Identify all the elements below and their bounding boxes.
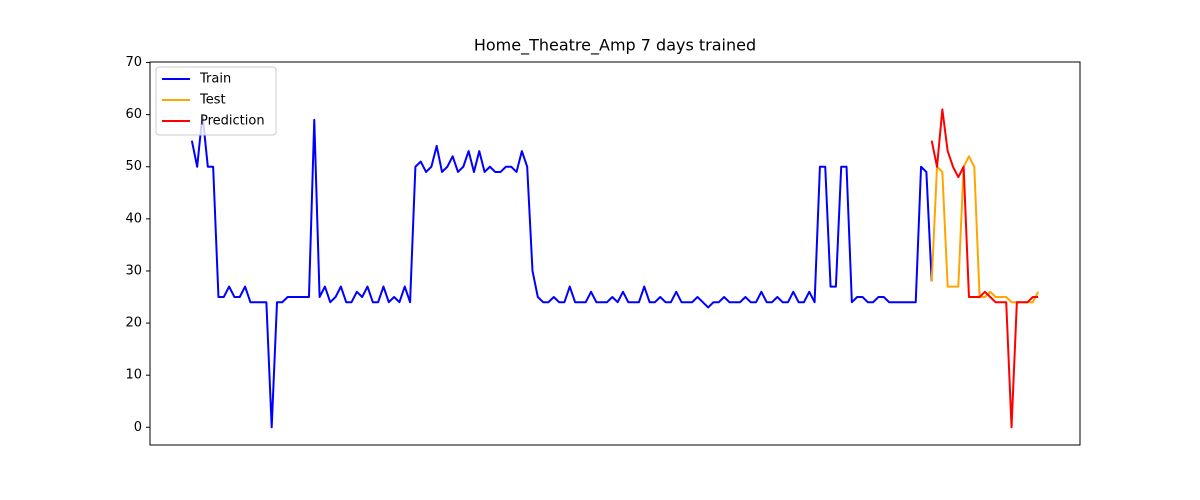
y-tick-label: 70 — [125, 55, 142, 70]
chart-title: Home_Theatre_Amp 7 days trained — [474, 36, 756, 56]
legend-label: Test — [199, 93, 226, 108]
y-tick-label: 20 — [125, 316, 142, 331]
y-tick-label: 0 — [134, 420, 142, 435]
data-line — [190, 113, 933, 429]
legend-label: Prediction — [200, 114, 265, 129]
y-tick-label: 40 — [125, 211, 142, 226]
legend-box — [155, 66, 277, 136]
data-line — [930, 108, 1039, 429]
y-tick-label: 10 — [125, 368, 142, 383]
plot-frame — [149, 61, 1081, 446]
y-tick-label: 30 — [125, 263, 142, 278]
y-tick-label: 50 — [125, 159, 142, 174]
y-tick-label: 60 — [125, 107, 142, 122]
legend-label: Train — [199, 72, 231, 87]
data-line — [930, 155, 1040, 304]
